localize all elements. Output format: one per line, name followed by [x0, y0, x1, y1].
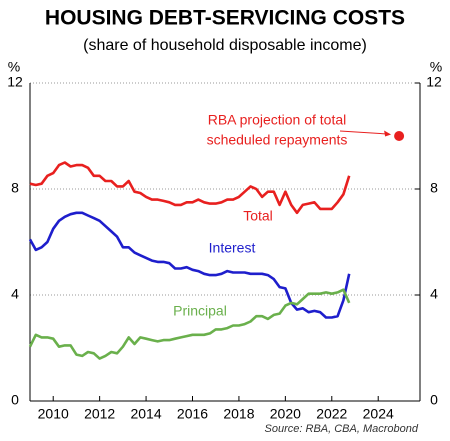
series-line	[28, 211, 351, 319]
projection-arrowhead	[384, 130, 392, 137]
series-line	[28, 288, 351, 360]
source: Source: RBA, CBA, Macrobond	[265, 423, 419, 435]
x-tick-label: 2010	[38, 406, 69, 422]
y-tick-label: 0	[11, 392, 19, 408]
y-tick-label: 8	[11, 180, 19, 196]
x-tick-label: 2014	[130, 406, 161, 422]
y2-tick-label: 8	[430, 180, 438, 196]
x-tick-label: 2022	[316, 406, 347, 422]
x-tick-label: 2012	[84, 406, 115, 422]
series-label: Interest	[209, 240, 256, 256]
y2-unit: %	[430, 59, 442, 75]
x-tick-label: 2018	[223, 406, 254, 422]
y-unit: %	[8, 59, 20, 75]
chart-title: HOUSING DEBT-SERVICING COSTS	[45, 7, 405, 30]
chart-subtitle: (share of household disposable income)	[83, 37, 367, 54]
y2-tick-label: 0	[430, 392, 438, 408]
y-tick-label: 4	[11, 286, 19, 302]
y2-tick-label: 4	[430, 286, 438, 302]
x-tick-label: 2020	[270, 406, 301, 422]
projection-label: scheduled repayments	[207, 132, 348, 148]
y2-tick-label: 12	[426, 74, 442, 90]
y-tick-label: 12	[7, 74, 23, 90]
x-tick-label: 2024	[363, 406, 394, 422]
series-label: Total	[243, 208, 273, 224]
series-line	[29, 161, 351, 215]
projection-arrow	[339, 130, 388, 135]
series-label: Principal	[173, 303, 227, 319]
projection-label: RBA projection of total	[208, 112, 347, 128]
x-tick-label: 2016	[177, 406, 208, 422]
projection-point	[394, 131, 405, 141]
